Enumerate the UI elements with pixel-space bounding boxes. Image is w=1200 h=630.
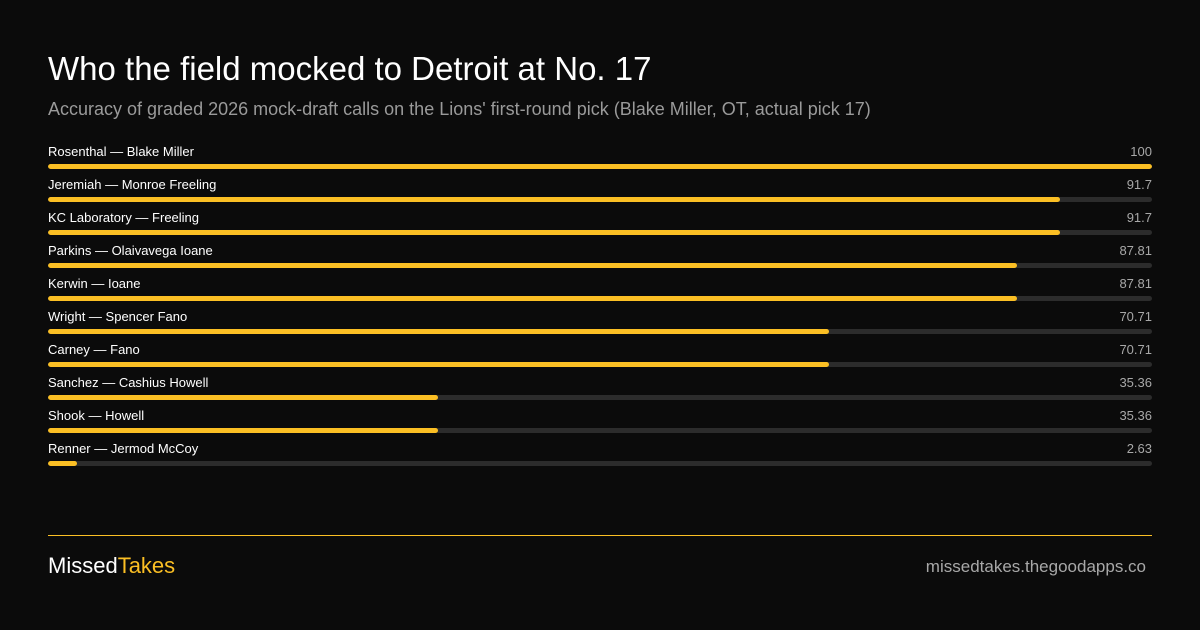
bar-row: Carney — Fano 70.71 bbox=[48, 341, 1152, 374]
bar-label: Renner — Jermod McCoy bbox=[48, 441, 199, 456]
bar-row: Rosenthal — Blake Miller 100 bbox=[48, 143, 1152, 176]
bar-value-label: 87.81 bbox=[1119, 243, 1152, 258]
bar-value-label: 70.71 bbox=[1119, 309, 1152, 324]
bar-label: Carney — Fano bbox=[48, 342, 140, 357]
bar-value-label: 100 bbox=[1130, 144, 1152, 159]
bar-fill bbox=[48, 296, 1018, 301]
bar-fill bbox=[48, 164, 1152, 169]
bar-value-label: 2.63 bbox=[1126, 441, 1152, 456]
bar-value-label: 87.81 bbox=[1119, 276, 1152, 291]
chart-subtitle: Accuracy of graded 2026 mock-draft calls… bbox=[48, 99, 871, 119]
bar-track bbox=[48, 230, 1152, 235]
bar-label: KC Laboratory — Freeling bbox=[48, 210, 200, 225]
bar-row: Shook — Howell 35.36 bbox=[48, 407, 1152, 440]
bar-row: KC Laboratory — Freeling 91.7 bbox=[48, 209, 1152, 242]
brand-name-part1: Missed bbox=[48, 553, 118, 578]
bar-fill bbox=[48, 197, 1061, 202]
bar-value-label: 91.7 bbox=[1126, 210, 1152, 225]
bar-track bbox=[48, 395, 1152, 400]
bar-label: Parkins — Olaivavega Ioane bbox=[48, 243, 213, 258]
bar-track bbox=[48, 263, 1152, 268]
brand-logo: MissedTakes bbox=[48, 553, 175, 579]
bar-fill bbox=[48, 428, 439, 433]
bar-label: Wright — Spencer Fano bbox=[48, 309, 188, 324]
footer-divider bbox=[48, 535, 1152, 536]
bar-track bbox=[48, 164, 1152, 169]
bar-track bbox=[48, 197, 1152, 202]
bar-fill bbox=[48, 395, 439, 400]
bar-track bbox=[48, 296, 1152, 301]
bar-fill bbox=[48, 230, 1061, 235]
chart-title: Who the field mocked to Detroit at No. 1… bbox=[48, 50, 652, 87]
bar-label: Shook — Howell bbox=[48, 408, 145, 423]
bar-track bbox=[48, 461, 1152, 466]
bar-fill bbox=[48, 263, 1018, 268]
bar-row: Jeremiah — Monroe Freeling 91.7 bbox=[48, 176, 1152, 209]
bar-fill bbox=[48, 461, 78, 466]
bar-label: Rosenthal — Blake Miller bbox=[48, 144, 194, 159]
bar-row: Sanchez — Cashius Howell 35.36 bbox=[48, 374, 1152, 407]
bar-value-label: 70.71 bbox=[1119, 342, 1152, 357]
bar-track bbox=[48, 329, 1152, 334]
bar-track bbox=[48, 362, 1152, 367]
bar-label: Kerwin — Ioane bbox=[48, 276, 141, 291]
brand-name-part2: Takes bbox=[117, 553, 176, 578]
bar-value-label: 91.7 bbox=[1126, 177, 1152, 192]
bar-label: Jeremiah — Monroe Freeling bbox=[48, 177, 217, 192]
bar-row: Renner — Jermod McCoy 2.63 bbox=[48, 440, 1152, 473]
bar-row: Kerwin — Ioane 87.81 bbox=[48, 275, 1152, 308]
bar-value-label: 35.36 bbox=[1119, 408, 1152, 423]
bar-track bbox=[48, 428, 1152, 433]
bar-chart: Rosenthal — Blake Miller 100 Jeremiah — Mo… bbox=[48, 143, 1152, 473]
bar-row: Parkins — Olaivavega Ioane 87.81 bbox=[48, 242, 1152, 275]
bar-value-label: 35.36 bbox=[1119, 375, 1152, 390]
bar-fill bbox=[48, 329, 829, 334]
site-domain: missedtakes.thegoodapps.co bbox=[925, 557, 1146, 576]
bar-row: Wright — Spencer Fano 70.71 bbox=[48, 308, 1152, 341]
bar-label: Sanchez — Cashius Howell bbox=[48, 375, 209, 390]
bar-fill bbox=[48, 362, 829, 367]
